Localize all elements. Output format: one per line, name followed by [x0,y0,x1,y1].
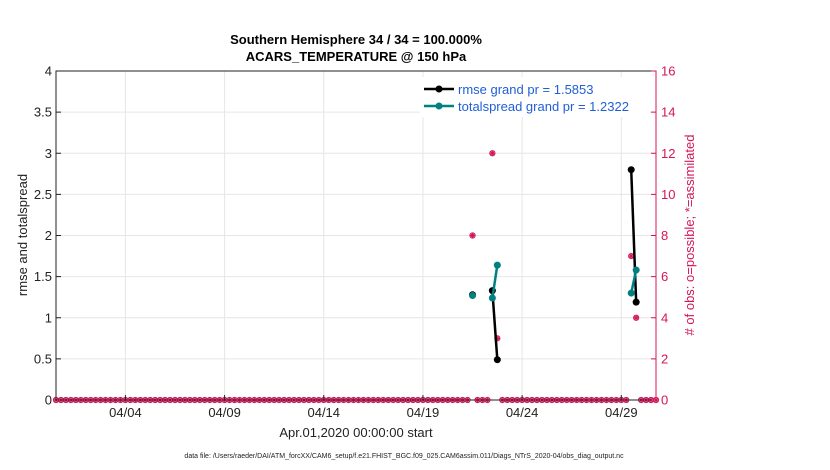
rmse-line [491,290,499,360]
right-tick-label: 8 [661,228,668,243]
left-tick-label: 3.5 [34,105,52,120]
spread-point [469,292,477,300]
left-tick-label: 4 [45,64,52,79]
rmse-point [632,298,640,306]
x-tick-label: 04/14 [307,405,340,420]
right-axis-ticks: 0 2 4 6 8 10 12 14 16 [651,64,675,408]
legend-box [420,77,650,117]
spread-line [629,269,638,294]
legend-spread-marker [435,102,443,110]
spread-point [493,261,501,269]
x-tick-label: 04/19 [407,405,440,420]
left-tick-label: 3 [45,146,52,161]
obs-assimilated-marker [489,150,496,157]
left-tick-label: 1.5 [34,269,52,284]
legend: rmse grand pr = 1.5853 totalspread grand… [420,77,650,117]
xlabel: Apr.01,2020 00:00:00 start [279,425,433,440]
rmse-point [627,166,635,174]
x-tick-label: 04/09 [208,405,241,420]
left-tick-label: 0 [45,393,52,408]
right-tick-label: 14 [661,105,675,120]
left-tick-label: 1 [45,310,52,325]
right-tick-label: 6 [661,269,668,284]
left-tick-label: 2.5 [34,187,52,202]
spread-point [627,289,635,297]
rmse-line [629,169,638,303]
x-tick-label: 04/24 [506,405,539,420]
right-tick-label: 4 [661,310,668,325]
rmse-point [493,356,501,364]
obs-assimilated-marker [628,253,635,259]
chart-title-line-1: Southern Hemisphere 34 / 34 = 100.000% [230,32,482,47]
right-tick-label: 12 [661,146,675,161]
right-tick-label: 2 [661,351,668,366]
spread-point [632,266,640,274]
grid [56,70,656,401]
left-axis-ticks: 0 0.5 1 1.5 2 2.5 3 3.5 4 [34,64,61,408]
x-axis-ticks: 04/04 04/09 04/14 04/19 04/24 04/29 [109,395,638,420]
ylabel-right: # of obs: o=possible; *=assimilated [682,135,697,336]
right-tick-label: 0 [661,393,668,408]
data-file-footer: data file: /Users/raeder/DAI/ATM_forcXX/… [184,453,624,460]
left-tick-label: 2 [45,228,52,243]
legend-spread-label: totalspread grand pr = 1.2322 [458,99,629,114]
legend-rmse-label: rmse grand pr = 1.5853 [458,82,594,97]
x-tick-label: 04/04 [109,405,142,420]
spread-point [488,294,496,302]
chart-title-line-2: ACARS_TEMPERATURE @ 150 hPa [246,49,467,64]
obs-assimilated-marker [494,335,501,342]
obs-assimilated-marker [469,232,476,239]
x-tick-label: 04/29 [605,405,638,420]
right-tick-label: 10 [661,187,675,202]
legend-rmse-marker [435,85,443,93]
right-tick-label: 16 [661,64,675,79]
left-tick-label: 0.5 [34,351,52,366]
spread-line [491,264,499,299]
series-lines [469,166,640,364]
ylabel-left: rmse and totalspread [15,174,30,296]
obs-assimilated-marker [633,314,639,321]
